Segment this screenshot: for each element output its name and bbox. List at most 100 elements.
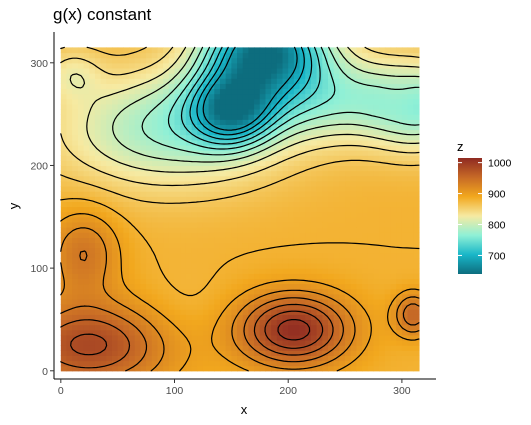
heat-cell	[299, 165, 306, 172]
heat-cell	[151, 134, 159, 141]
heat-cell	[60, 185, 68, 192]
heat-cell	[362, 227, 369, 233]
heat-cell	[168, 252, 176, 259]
heat-cell	[282, 268, 289, 274]
heat-cell	[265, 221, 272, 228]
heat-cell	[242, 191, 250, 197]
heat-cell	[390, 273, 397, 279]
heat-cell	[293, 278, 301, 285]
heat-cell	[77, 278, 85, 285]
heat-cell	[214, 345, 221, 351]
heat-cell	[362, 150, 369, 156]
heat-cell	[197, 329, 204, 336]
heat-cell	[202, 98, 210, 105]
heat-cell	[168, 257, 176, 264]
heat-cell	[219, 93, 227, 100]
heat-cell	[219, 206, 227, 213]
heat-cell	[89, 124, 96, 131]
heat-cell	[180, 350, 187, 356]
heat-cell	[163, 191, 170, 197]
heat-cell	[316, 206, 323, 213]
heat-cell	[123, 262, 130, 269]
heat-cell	[129, 83, 136, 90]
heat-cell	[322, 334, 329, 341]
heat-cell	[208, 103, 215, 110]
heat-cell	[316, 355, 323, 362]
heat-cell	[140, 227, 147, 233]
heat-cell	[168, 298, 176, 305]
heat-cell	[248, 98, 255, 105]
heat-cell	[384, 124, 392, 131]
heat-cell	[77, 201, 85, 208]
heat-cell	[163, 134, 170, 141]
heat-cell	[146, 109, 153, 115]
heat-cell	[379, 191, 386, 197]
heat-cell	[225, 73, 232, 79]
heat-cell	[72, 114, 79, 120]
heat-cell	[356, 191, 363, 197]
heat-cell	[134, 247, 141, 254]
heat-cell	[373, 247, 380, 254]
heat-cell	[367, 227, 375, 233]
heat-cell	[111, 227, 119, 233]
heat-cell	[117, 232, 124, 238]
heat-cell	[197, 78, 204, 84]
heat-cell	[151, 216, 159, 223]
heat-cell	[123, 329, 130, 336]
heat-cell	[362, 242, 369, 249]
heat-cell	[146, 170, 153, 177]
heat-cell	[384, 191, 392, 197]
heat-cell	[379, 144, 386, 151]
heat-cell	[151, 221, 159, 228]
heat-cell	[362, 288, 369, 295]
heat-cell	[401, 262, 409, 269]
heat-cell	[134, 309, 141, 315]
heat-cell	[384, 242, 392, 249]
heat-cell	[345, 227, 352, 233]
heat-cell	[310, 329, 318, 336]
heat-cell	[117, 273, 124, 279]
heat-cell	[106, 319, 113, 326]
heat-cell	[208, 273, 215, 279]
heat-cell	[339, 314, 346, 321]
heat-cell	[396, 98, 403, 105]
heat-cell	[401, 273, 409, 279]
heat-cell	[106, 88, 113, 95]
heat-cell	[72, 103, 79, 110]
heat-cell	[168, 155, 176, 161]
heat-cell	[271, 206, 278, 213]
heat-cell	[197, 160, 204, 167]
heat-cell	[259, 329, 267, 336]
heat-cell	[242, 144, 250, 151]
heat-cell	[231, 109, 238, 115]
heat-cell	[390, 88, 397, 95]
heat-cell	[185, 232, 193, 238]
heat-cell	[384, 293, 392, 300]
heat-cell	[390, 293, 397, 300]
heat-cell	[254, 355, 261, 362]
heat-cell	[373, 109, 380, 115]
heat-cell	[123, 252, 130, 259]
heat-cell	[305, 62, 312, 69]
heat-cell	[66, 334, 73, 341]
heat-cell	[117, 345, 124, 351]
heat-cell	[339, 339, 346, 346]
heat-cell	[362, 329, 369, 336]
heat-cell	[237, 165, 244, 172]
heat-cell	[157, 185, 164, 192]
heat-cell	[254, 134, 261, 141]
heat-cell	[299, 196, 306, 202]
heat-cell	[299, 155, 306, 161]
heat-cell	[117, 237, 124, 244]
heat-cell	[100, 216, 107, 223]
heat-cell	[83, 227, 90, 233]
heat-cell	[254, 314, 261, 321]
heat-cell	[390, 257, 397, 264]
heat-cell	[89, 355, 96, 362]
heat-cell	[168, 350, 176, 356]
heat-cell	[265, 334, 272, 341]
heat-cell	[72, 206, 79, 213]
heat-cell	[214, 191, 221, 197]
heat-cell	[94, 309, 102, 315]
heat-cell	[390, 237, 397, 244]
